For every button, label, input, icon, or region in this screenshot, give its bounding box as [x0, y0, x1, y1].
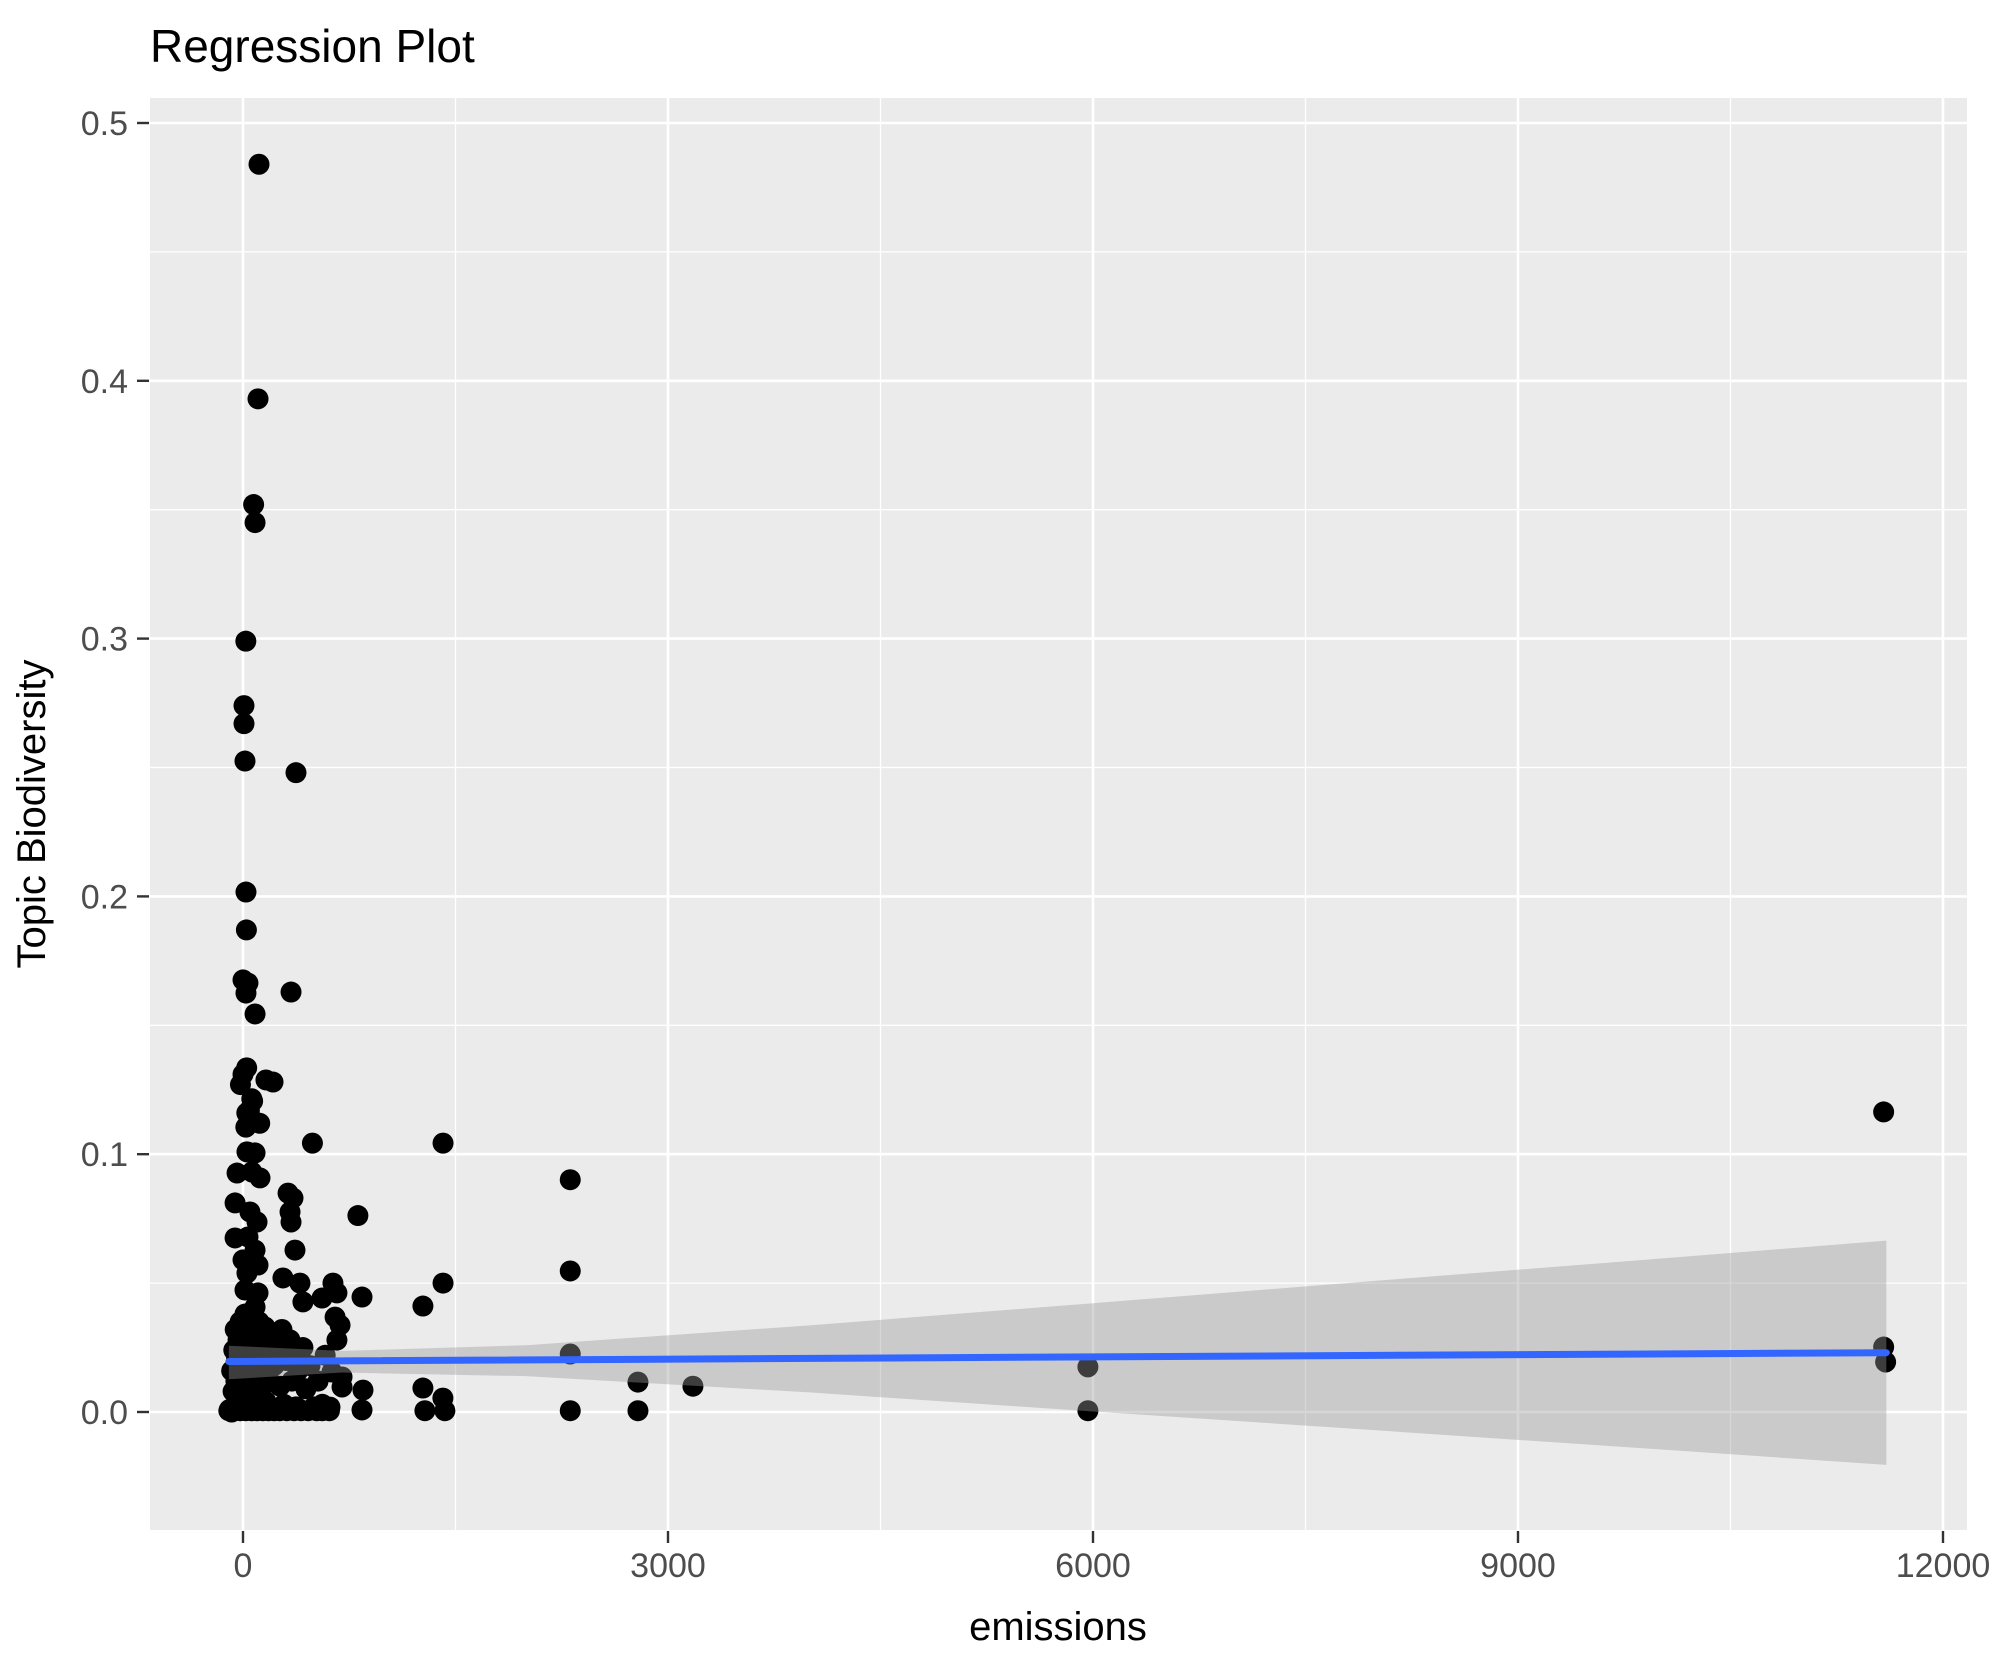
data-point — [235, 1116, 257, 1138]
data-point — [292, 1291, 314, 1313]
data-point — [280, 1211, 302, 1233]
data-point — [235, 919, 257, 941]
y-tick-label: 0.2 — [81, 878, 128, 916]
data-point — [434, 1400, 456, 1422]
data-point — [414, 1400, 436, 1422]
data-point — [233, 695, 255, 717]
data-point — [331, 1376, 353, 1398]
regression-line — [225, 1349, 1890, 1365]
data-point — [235, 982, 257, 1004]
x-tick-label: 3000 — [630, 1547, 706, 1585]
data-point — [432, 1132, 454, 1154]
data-point — [1077, 1400, 1099, 1422]
data-point — [326, 1329, 348, 1351]
data-point — [307, 1370, 329, 1392]
data-point — [311, 1287, 333, 1309]
data-point — [432, 1272, 454, 1294]
data-point — [262, 1071, 284, 1093]
data-point — [249, 1167, 271, 1189]
x-tick-label: 12000 — [1896, 1547, 1990, 1585]
data-point — [235, 881, 257, 903]
y-tick-label: 0.5 — [81, 105, 128, 143]
data-point — [234, 750, 256, 772]
data-point — [1077, 1356, 1099, 1378]
data-point — [682, 1375, 704, 1397]
data-point — [559, 1169, 581, 1191]
data-point — [244, 512, 266, 534]
data-point — [248, 153, 270, 175]
data-point — [280, 981, 302, 1003]
data-point — [1873, 1101, 1895, 1123]
plot-panel — [150, 98, 1967, 1530]
data-point — [284, 1239, 306, 1261]
data-point — [235, 630, 257, 652]
data-point — [272, 1267, 294, 1289]
data-point — [559, 1400, 581, 1422]
data-point — [559, 1260, 581, 1282]
data-point — [292, 1337, 314, 1359]
data-point — [247, 388, 269, 410]
data-point — [347, 1205, 369, 1227]
data-point — [285, 762, 307, 784]
data-point — [412, 1295, 434, 1317]
data-point — [351, 1399, 373, 1421]
data-point — [236, 1262, 258, 1284]
x-tick-label: 9000 — [1480, 1547, 1556, 1585]
data-point — [226, 1162, 248, 1184]
chart-title: Regression Plot — [150, 20, 475, 72]
y-tick-label: 0.0 — [81, 1394, 128, 1432]
data-point — [351, 1286, 373, 1308]
data-point — [352, 1379, 374, 1401]
data-point — [229, 1074, 251, 1096]
data-point — [243, 494, 265, 516]
x-axis-title: emissions — [969, 1605, 1147, 1649]
data-point — [627, 1400, 649, 1422]
data-point — [244, 1003, 266, 1025]
y-tick-label: 0.3 — [81, 621, 128, 659]
data-point — [289, 1272, 311, 1294]
plot-generated-layers: 0.0 0.1 0.2 0.3 0.4 0.5 0 3000 6000 9000 12000 — [81, 98, 1990, 1585]
x-tick-label: 0 — [234, 1547, 253, 1585]
data-point — [318, 1400, 340, 1422]
y-tick-label: 0.4 — [81, 363, 128, 401]
data-point — [412, 1377, 434, 1399]
data-point — [233, 713, 255, 735]
data-point — [627, 1371, 649, 1393]
x-tick-label: 6000 — [1055, 1547, 1131, 1585]
data-point — [244, 1142, 266, 1164]
y-axis-title: Topic Biodiversity — [10, 659, 54, 968]
confidence-band — [228, 1240, 1887, 1465]
y-tick-label: 0.1 — [81, 1136, 128, 1174]
data-point — [301, 1132, 323, 1154]
data-point — [1875, 1351, 1897, 1373]
